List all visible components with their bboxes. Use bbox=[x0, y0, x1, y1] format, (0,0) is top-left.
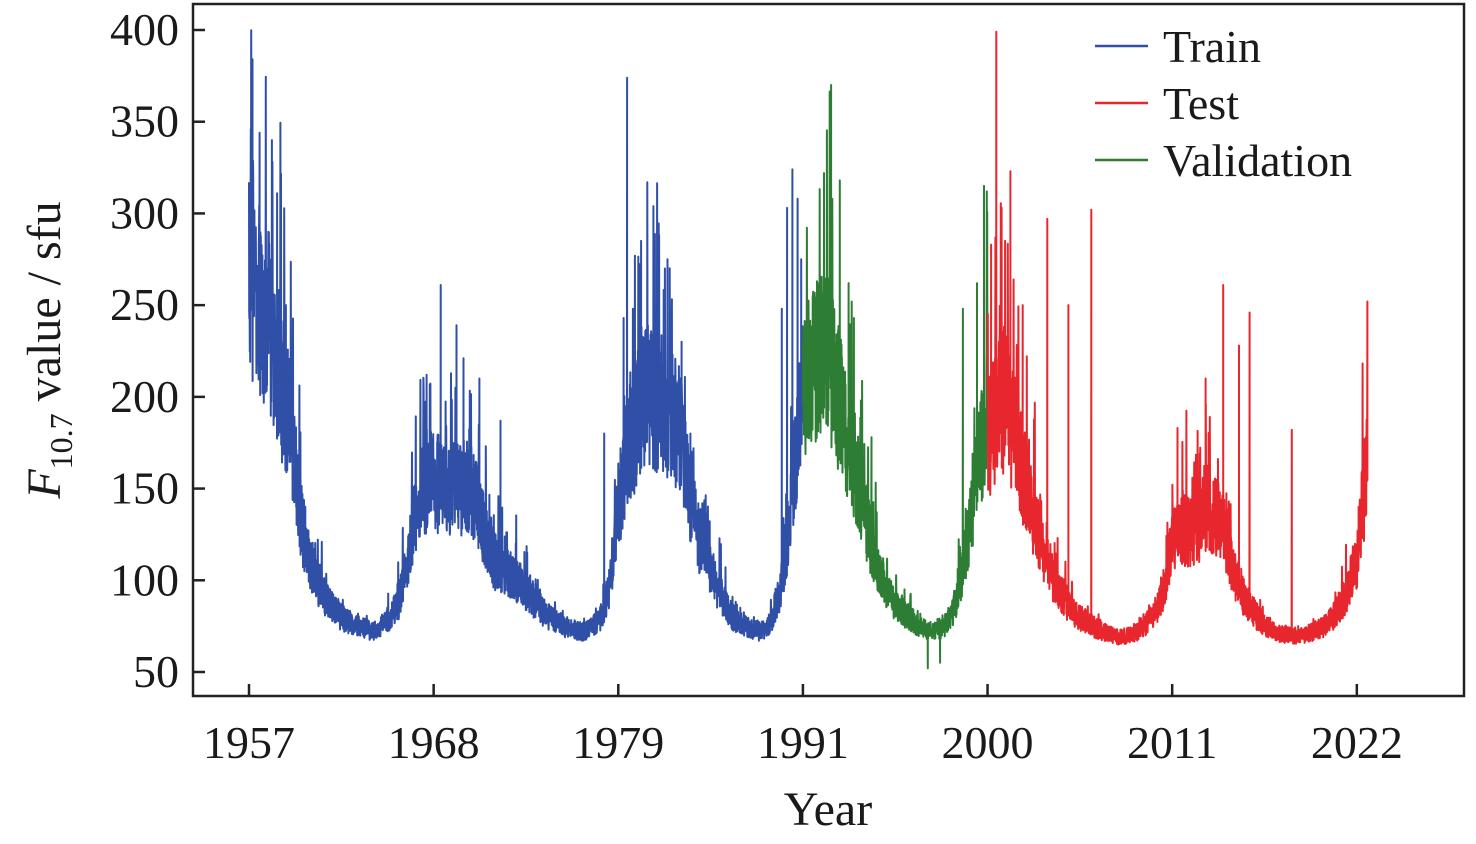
y-axis-title-unit: value / sfu bbox=[18, 201, 71, 413]
y-tick-label: 400 bbox=[110, 4, 179, 55]
series-line-test bbox=[986, 30, 1369, 646]
legend-label-train: Train bbox=[1163, 21, 1261, 72]
y-axis-title: F10.7 value / sfu bbox=[18, 201, 79, 499]
y-axis-title-symbol: F bbox=[18, 469, 71, 500]
y-tick-label: 150 bbox=[110, 463, 179, 514]
series-line-train bbox=[248, 29, 804, 642]
svg-text:F10.7 value / sfu: F10.7 value / sfu bbox=[18, 201, 79, 499]
x-tick-label: 1968 bbox=[388, 717, 480, 768]
y-tick-label: 250 bbox=[110, 279, 179, 330]
x-axis-title: Year bbox=[784, 783, 872, 836]
y-tick-label: 300 bbox=[110, 187, 179, 238]
legend-label-test: Test bbox=[1163, 78, 1239, 129]
x-tick-label: 2000 bbox=[942, 717, 1034, 768]
legend: Train Test Validation bbox=[1095, 21, 1352, 186]
y-tick-label: 350 bbox=[110, 96, 179, 147]
series-line-validation bbox=[801, 84, 989, 670]
legend-label-validation: Validation bbox=[1163, 135, 1352, 186]
x-tick-label: 1991 bbox=[757, 717, 849, 768]
x-tick-label: 2011 bbox=[1127, 717, 1217, 768]
y-tick-label: 200 bbox=[110, 371, 179, 422]
x-axis: 1957 1968 1979 1991 2000 2011 2022 bbox=[203, 684, 1403, 768]
x-tick-label: 1957 bbox=[203, 717, 295, 768]
series-layer bbox=[248, 29, 1369, 670]
x-tick-label: 2022 bbox=[1311, 717, 1403, 768]
y-tick-label: 50 bbox=[133, 646, 179, 697]
y-axis-title-subscript: 10.7 bbox=[43, 413, 79, 469]
plot-frame bbox=[191, 2, 1466, 698]
y-tick-label: 100 bbox=[110, 554, 179, 605]
x-tick-label: 1979 bbox=[572, 717, 664, 768]
y-axis: 50 100 150 200 250 300 350 400 bbox=[110, 4, 205, 697]
